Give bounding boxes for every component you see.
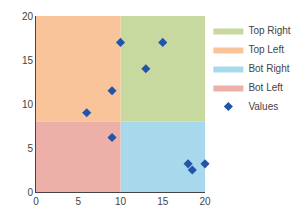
svg-text:0: 0 <box>33 196 39 207</box>
svg-text:10: 10 <box>22 99 34 110</box>
svg-text:10: 10 <box>115 196 127 207</box>
svg-text:Top Right: Top Right <box>248 25 290 36</box>
svg-text:20: 20 <box>199 196 211 207</box>
svg-text:0: 0 <box>27 187 33 198</box>
svg-text:20: 20 <box>22 11 34 22</box>
svg-text:Bot Right: Bot Right <box>248 63 289 74</box>
svg-text:5: 5 <box>27 143 33 154</box>
svg-text:Top Left: Top Left <box>248 44 284 55</box>
svg-text:15: 15 <box>157 196 169 207</box>
svg-text:5: 5 <box>75 196 81 207</box>
svg-text:Values: Values <box>248 101 278 112</box>
svg-text:15: 15 <box>22 55 34 66</box>
svg-text:Bot Left: Bot Left <box>248 82 283 93</box>
